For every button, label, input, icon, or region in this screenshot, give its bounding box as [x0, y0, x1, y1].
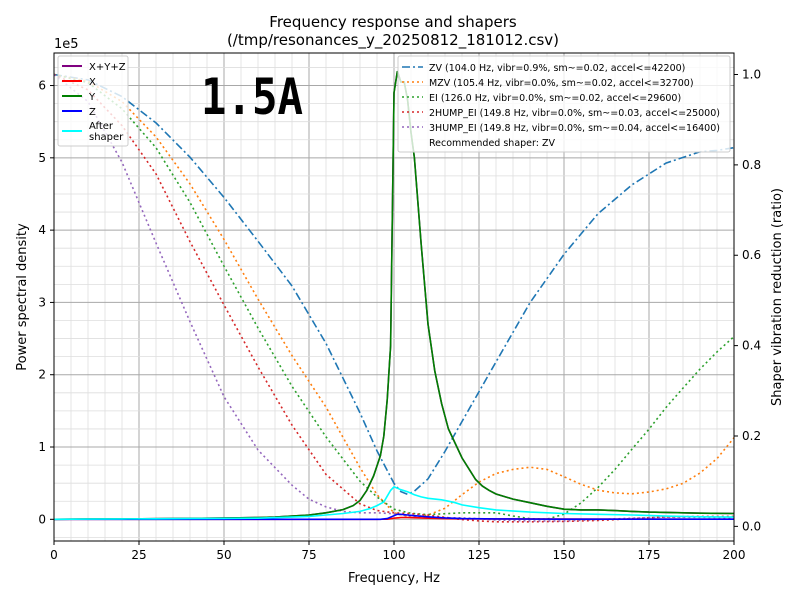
x-tick-label: 125	[468, 548, 491, 562]
x-axis: 0 25 50 75 100 125 150 175 200	[50, 541, 745, 562]
y2-axis-label: Shaper vibration reduction (ratio)	[770, 188, 785, 406]
y-tick-label: 1	[38, 440, 46, 454]
legend-left-label: X+Y+Z	[89, 62, 126, 73]
x-tick-label: 50	[216, 548, 231, 562]
y-tick-label: 0	[38, 512, 46, 526]
legend-right-box	[397, 55, 731, 153]
legend-left: X+Y+Z XYZ After shaper	[57, 55, 129, 147]
grid	[53, 53, 735, 541]
y-tick-label: 2	[38, 368, 46, 382]
shaper-curves	[53, 73, 735, 523]
y2-tick-label: 0.4	[742, 339, 761, 353]
annotation-current: 1.5A	[201, 68, 303, 126]
y2-tick-label: 1.0	[742, 68, 761, 82]
legend-left-label-line: shaper	[89, 132, 124, 143]
x-tick-label: 200	[723, 548, 746, 562]
y2-tick-label: 0.2	[742, 429, 761, 443]
legend-left-label: X	[89, 77, 96, 88]
y-axis-right: 0.0 0.2 0.4 0.6 0.8 1.0	[734, 68, 761, 533]
shaper-line-2hump-ei	[53, 73, 734, 523]
x-tick-label: 175	[638, 548, 661, 562]
x-tick-label: 150	[553, 548, 576, 562]
x-tick-label: 0	[50, 548, 58, 562]
legend-right-label: 2HUMP_EI (149.8 Hz, vibr=0.0%, sm~=0.03,…	[429, 108, 720, 119]
y-axis-label: Power spectral density	[15, 223, 30, 371]
legend-left-box	[57, 55, 129, 147]
chart-title: Frequency response and shapers	[269, 13, 517, 31]
psd-line-after-shaper	[53, 485, 735, 521]
legend-left-label-line: After	[89, 121, 114, 132]
legend-right: ZV (104.0 Hz, vibr=0.9%, sm~=0.02, accel…	[397, 55, 731, 153]
legend-right-label: Recommended shaper: ZV	[429, 138, 555, 149]
psd-line-z	[54, 513, 734, 521]
legend-left-label: Z	[89, 107, 96, 118]
shaper-line-3hump-ei	[53, 73, 735, 522]
y2-tick-label: 0.8	[742, 158, 761, 172]
y-tick-label: 6	[38, 79, 46, 93]
y2-tick-label: 0.6	[742, 248, 761, 262]
x-tick-label: 100	[383, 548, 406, 562]
legend-right-label: ZV (104.0 Hz, vibr=0.9%, sm~=0.02, accel…	[429, 63, 685, 74]
y-tick-label: 5	[38, 151, 46, 165]
legend-right-label: MZV (105.4 Hz, vibr=0.0%, sm~=0.02, acce…	[429, 78, 694, 89]
x-tick-label: 25	[131, 548, 146, 562]
legend-right-label: EI (126.0 Hz, vibr=0.0%, sm~=0.02, accel…	[429, 93, 681, 104]
shaper-line-zv	[53, 73, 735, 496]
x-tick-label: 75	[301, 548, 316, 562]
y-axis-left: 0 1 2 3 4 5 6	[38, 79, 54, 526]
y2-tick-label: 0.0	[742, 519, 761, 533]
legend-left-label: After shaper	[89, 121, 124, 143]
y-tick-label: 4	[38, 223, 46, 237]
x-axis-label: Frequency, Hz	[348, 571, 440, 586]
legend-left-label: Y	[88, 92, 96, 103]
y-tick-label: 3	[38, 295, 46, 309]
y-multiplier: 1e5	[54, 37, 79, 52]
legend-right-label: 3HUMP_EI (149.8 Hz, vibr=0.0%, sm~=0.04,…	[429, 123, 720, 134]
chart-subtitle: (/tmp/resonances_y_20250812_181012.csv)	[227, 31, 559, 50]
